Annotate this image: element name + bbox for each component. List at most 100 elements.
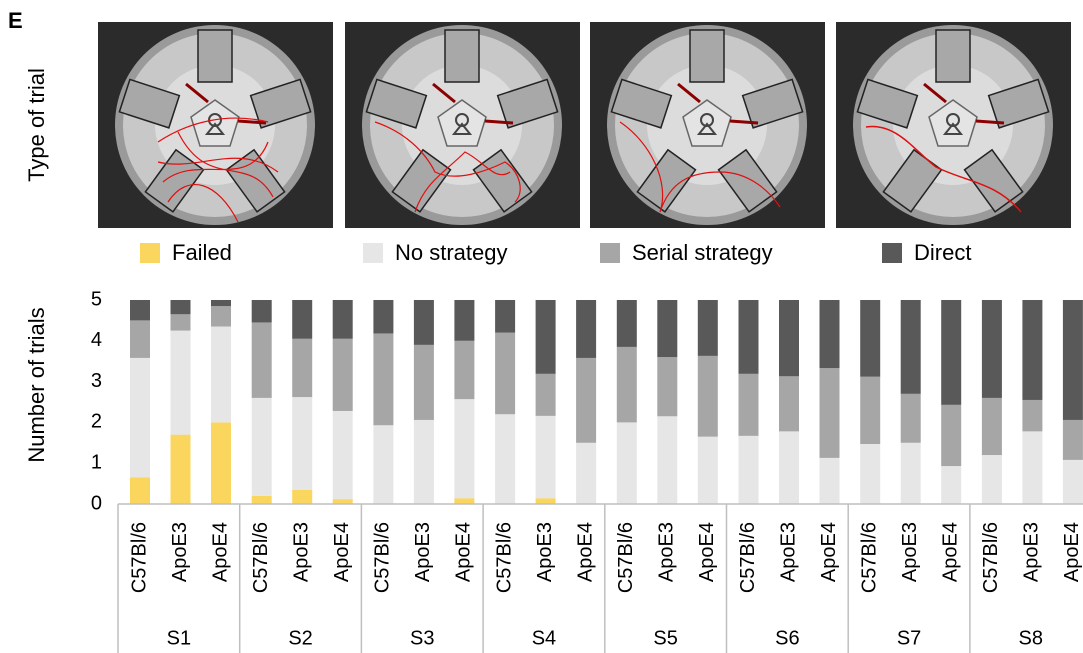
image-label: Type of trial — [24, 68, 49, 182]
group-label: S3 — [410, 627, 434, 649]
bar-segment — [779, 300, 799, 377]
bar-segment — [170, 434, 191, 504]
bar-segment — [697, 436, 718, 504]
legend-swatch — [140, 243, 160, 263]
x-tick-label: ApoE3 — [777, 522, 799, 582]
bar-segment — [941, 404, 962, 467]
x-tick-label: ApoE4 — [939, 522, 961, 582]
x-tick-label: ApoE4 — [1061, 522, 1083, 582]
bar-segment — [860, 376, 881, 445]
bar-segment — [860, 444, 881, 504]
bar-segment — [251, 300, 272, 323]
bar-segment — [251, 322, 272, 398]
x-tick-label: ApoE4 — [453, 522, 475, 582]
bar-segment — [211, 300, 231, 307]
x-tick-label: C57Bl/6 — [980, 522, 1002, 593]
bar-segment — [657, 416, 678, 504]
bar-segment — [1022, 431, 1043, 504]
x-tick-label: C57Bl/6 — [493, 522, 515, 593]
group-label: S2 — [288, 627, 312, 649]
bar-segment — [1062, 300, 1083, 420]
bar-segment — [819, 457, 840, 504]
bar-segment — [819, 368, 840, 458]
bar-segment — [332, 338, 353, 411]
bar-segment — [697, 355, 718, 437]
bar-segment — [535, 498, 556, 504]
bar-segment — [211, 422, 231, 504]
bar-segment — [454, 399, 475, 499]
y-tick-label: 1 — [91, 451, 102, 473]
x-tick-label: ApoE4 — [331, 522, 353, 582]
x-tick-label: ApoE3 — [656, 522, 678, 582]
bar-segment — [941, 466, 962, 504]
group-label: S1 — [167, 627, 191, 649]
bar-segment — [495, 332, 516, 415]
x-tick-label: ApoE4 — [696, 522, 718, 582]
bar-segment — [941, 300, 962, 405]
bar-segment — [413, 344, 434, 420]
x-tick-label: ApoE3 — [169, 522, 191, 582]
bar-segment — [292, 338, 313, 398]
bar-segment — [616, 422, 637, 504]
y-axis-label: Number of trials — [24, 307, 49, 462]
bar-segment — [981, 397, 1002, 456]
bar-segment — [657, 300, 678, 358]
bar-segment — [981, 300, 1002, 398]
bar-segment — [900, 300, 921, 394]
bar-segment — [900, 442, 921, 504]
maze-image — [588, 20, 827, 230]
bar-segment — [495, 414, 516, 504]
bar-segment — [738, 300, 759, 374]
bar-segment — [616, 300, 637, 347]
maze-image — [834, 20, 1073, 230]
x-tick-label: ApoE3 — [534, 522, 556, 582]
y-tick-label: 3 — [91, 370, 102, 392]
bar-segment — [535, 415, 556, 499]
bar-segment — [413, 419, 434, 504]
x-tick-label: C57Bl/6 — [250, 522, 272, 593]
bar-segment — [373, 333, 394, 426]
panel-label: E — [8, 8, 23, 33]
x-tick-label: ApoE3 — [899, 522, 921, 582]
bar-segment — [981, 455, 1002, 504]
maze-image — [343, 20, 582, 230]
bar-segment — [130, 357, 150, 478]
bar-segment — [373, 300, 394, 334]
bar-segment — [251, 495, 272, 504]
bar-segment — [454, 300, 475, 341]
bar-segment — [900, 393, 921, 443]
bar-segment — [454, 340, 475, 400]
y-tick-label: 4 — [91, 329, 102, 351]
x-tick-label: ApoE4 — [209, 522, 231, 582]
bar-segment — [373, 425, 394, 504]
bar-segment — [779, 376, 799, 432]
x-tick-label: C57Bl/6 — [858, 522, 880, 593]
bar-segment — [332, 300, 353, 339]
bar-segment — [413, 300, 434, 345]
bar-segment — [535, 373, 556, 416]
x-tick-label: ApoE3 — [1021, 522, 1043, 582]
x-tick-label: C57Bl/6 — [128, 522, 150, 593]
bar-segment — [251, 397, 272, 496]
legend-swatch — [363, 243, 383, 263]
bar-segment — [211, 306, 231, 327]
bar-segment — [1062, 419, 1083, 460]
legend-label: Direct — [914, 240, 971, 265]
bar-segment — [576, 357, 597, 443]
y-tick-label: 2 — [91, 411, 102, 433]
x-tick-label: C57Bl/6 — [615, 522, 637, 593]
bar-segment — [332, 499, 353, 504]
bar-segment — [130, 300, 150, 321]
bar-segment — [697, 300, 718, 356]
bar-segment — [292, 300, 313, 339]
x-tick-label: C57Bl/6 — [372, 522, 394, 593]
legend-swatch — [882, 243, 902, 263]
bar-segment — [738, 435, 759, 504]
bar-segment — [819, 300, 840, 369]
legend-label: No strategy — [395, 240, 508, 265]
bar-segment — [130, 320, 150, 358]
bar-segment — [211, 326, 231, 423]
bar-segment — [616, 346, 637, 423]
bar-segment — [738, 373, 759, 436]
